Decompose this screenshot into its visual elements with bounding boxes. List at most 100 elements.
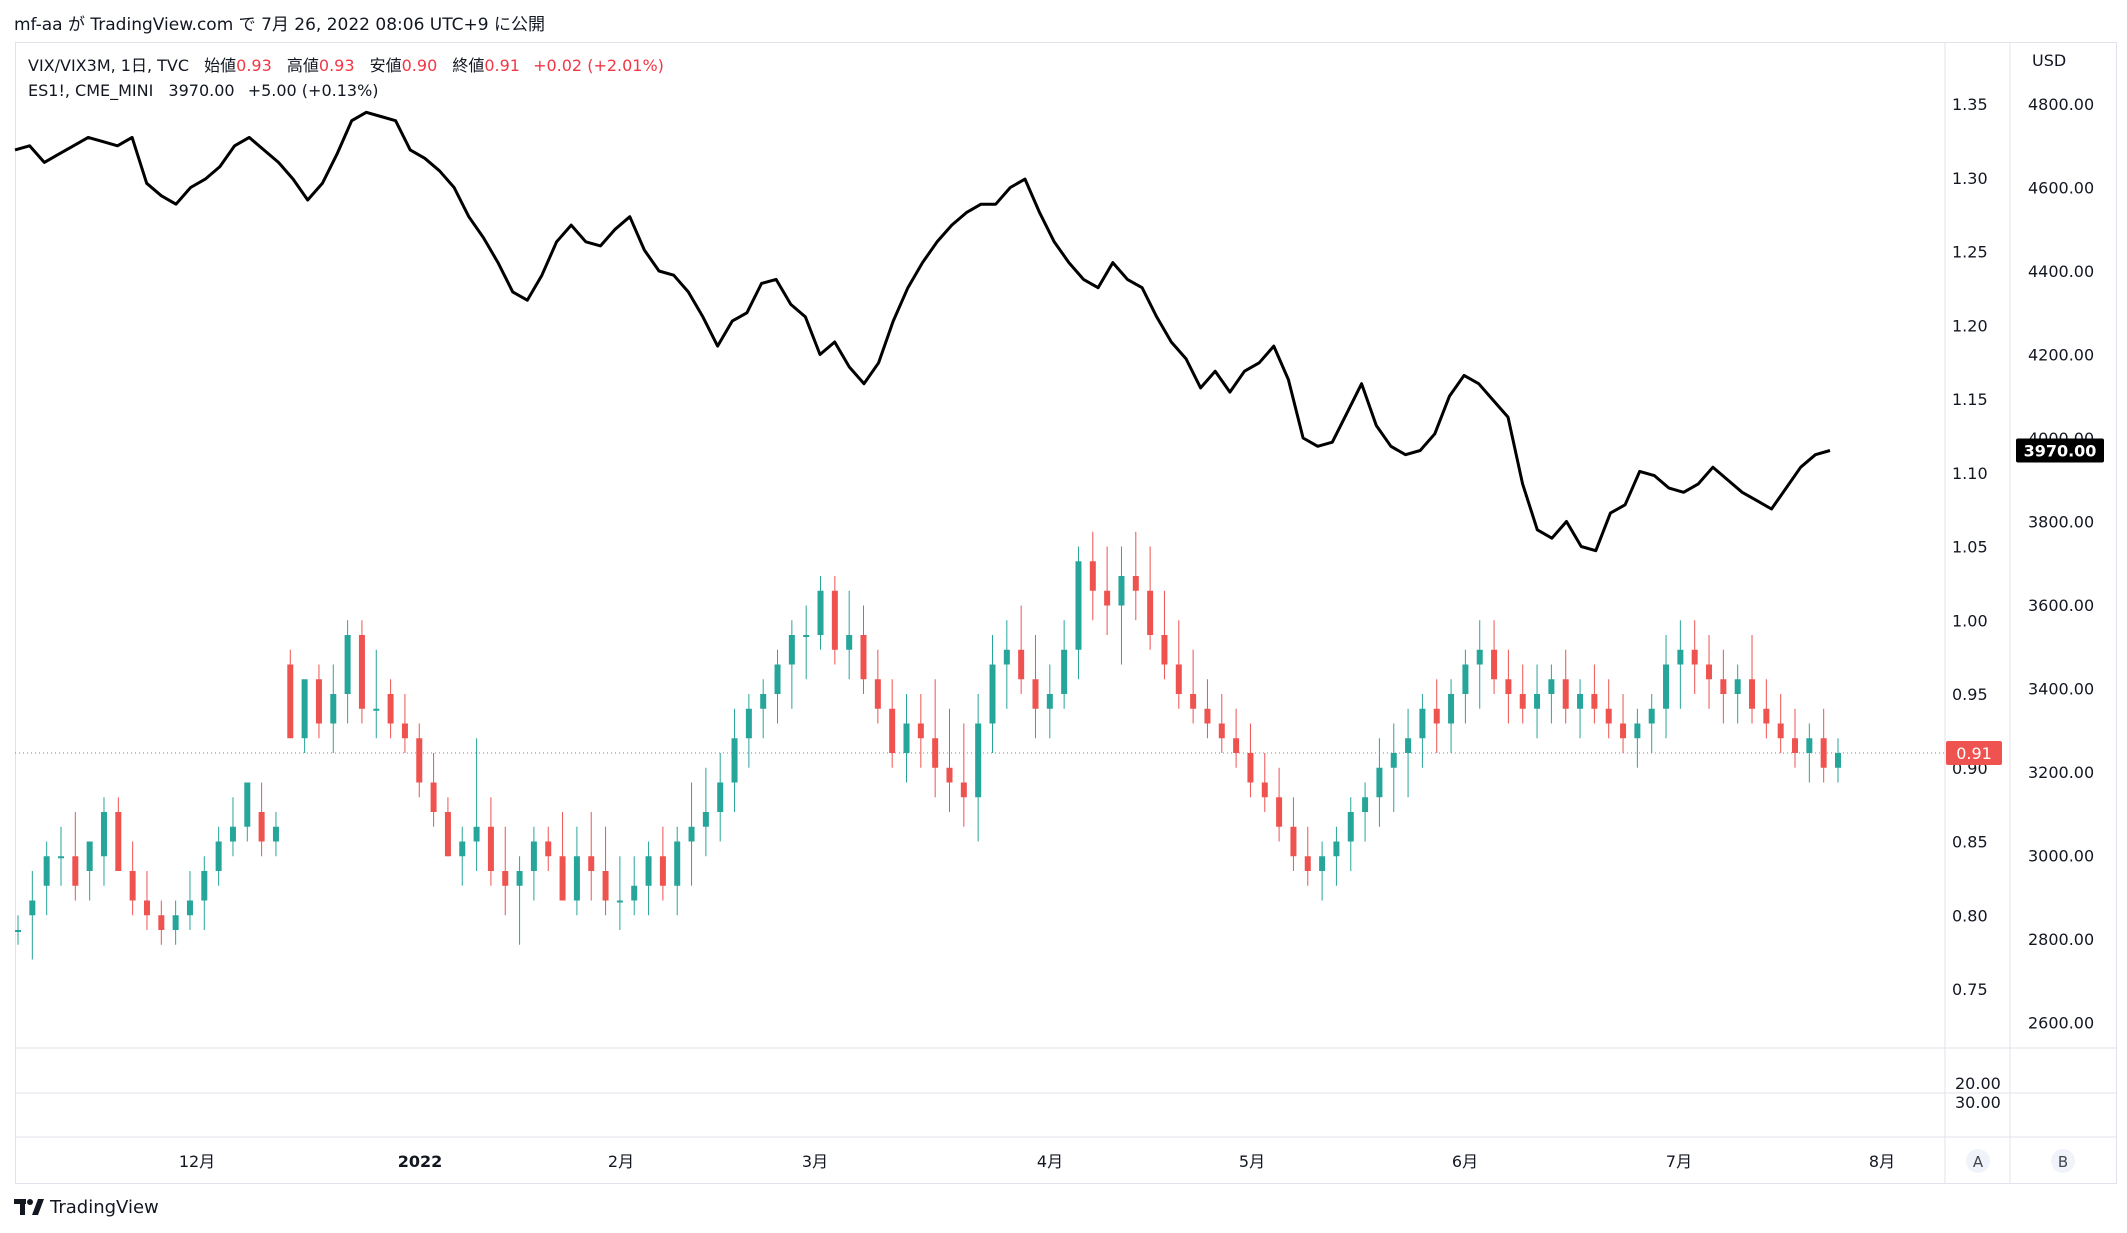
- candle-body: [1591, 694, 1598, 709]
- candle-body: [1419, 708, 1426, 739]
- lower-tick-label: 30.00: [1955, 1093, 2001, 1112]
- candle-body: [631, 885, 638, 901]
- candle-body: [1261, 782, 1268, 798]
- legend-open-label: 始値: [204, 56, 237, 75]
- candle-body: [1233, 738, 1240, 753]
- candle-body: [1734, 679, 1741, 694]
- candle-body: [1175, 664, 1182, 694]
- scale-button-a[interactable]: [1966, 1149, 1990, 1173]
- candle-body: [545, 841, 552, 857]
- candle-body: [1720, 679, 1727, 694]
- candle-body: [244, 782, 251, 827]
- es-tick-label: 4600.00: [2028, 179, 2094, 198]
- candle-body: [1491, 649, 1498, 680]
- candle-body: [1046, 694, 1053, 709]
- candle-body: [975, 723, 982, 798]
- es-tick-label: 3000.00: [2028, 847, 2094, 866]
- candle-body: [1691, 649, 1698, 665]
- time-tick-label: 7月: [1666, 1152, 1692, 1171]
- candle-body: [1462, 664, 1469, 694]
- time-tick-label: 2022: [398, 1152, 443, 1171]
- candle-body: [1548, 679, 1555, 694]
- scale-button-b[interactable]: [2051, 1149, 2075, 1173]
- candle-body: [1075, 561, 1082, 650]
- candle-body: [215, 841, 222, 871]
- candle-body: [903, 723, 910, 753]
- candle-body: [674, 841, 681, 886]
- legend-symbol-ratio[interactable]: VIX/VIX3M, 1日, TVC: [28, 56, 190, 75]
- scale-button-label: A: [1973, 1153, 1984, 1171]
- publish-header: mf-aa が TradingView.com で 7月 26, 2022 08…: [0, 0, 2127, 40]
- legend-change: +0.02 (+2.01%): [533, 56, 664, 75]
- es-tick-label: 3800.00: [2028, 513, 2094, 532]
- candle-body: [1663, 664, 1670, 709]
- candle-body: [502, 871, 509, 886]
- candle-body: [702, 812, 709, 827]
- es-tick-label: 2600.00: [2028, 1014, 2094, 1033]
- candle-body: [1835, 753, 1841, 768]
- ratio-last-tag: [1946, 741, 2002, 765]
- candle-body: [1089, 561, 1096, 591]
- time-tick-label: 5月: [1239, 1152, 1265, 1171]
- ratio-tick-label: 1.00: [1952, 611, 1988, 630]
- candle-body: [1104, 590, 1111, 606]
- candle-body: [1605, 708, 1612, 724]
- ratio-tick-label: 1.10: [1952, 464, 1988, 483]
- candle-body: [1806, 738, 1813, 753]
- es-tick-label: 4800.00: [2028, 95, 2094, 114]
- candle-body: [1634, 723, 1641, 739]
- candle-body: [401, 723, 408, 739]
- candle-body: [315, 679, 322, 724]
- candle-body: [258, 812, 265, 842]
- time-tick-label: 12月: [179, 1152, 215, 1171]
- candle-body: [473, 826, 480, 842]
- candle-body: [717, 782, 724, 812]
- ratio-tick-label: 0.80: [1952, 906, 1988, 925]
- candle-body: [745, 708, 752, 739]
- legend-low-value: 0.90: [401, 56, 438, 75]
- candle-body: [1390, 753, 1397, 768]
- candle-body: [444, 812, 451, 857]
- candle-body: [1247, 753, 1254, 783]
- currency-label: USD: [2032, 51, 2066, 70]
- candle-body: [1147, 590, 1154, 635]
- legend-row-ratio: VIX/VIX3M, 1日, TVC 始値0.93 高値0.93 安値0.90 …: [28, 53, 664, 78]
- candle-body: [1032, 679, 1039, 709]
- candle-body: [430, 782, 437, 812]
- candle-body: [1749, 679, 1756, 709]
- es-tick-label: 2800.00: [2028, 930, 2094, 949]
- candle-body: [846, 635, 853, 650]
- candle-body: [143, 900, 150, 916]
- candle-body: [860, 635, 867, 680]
- candle-body: [803, 635, 810, 637]
- legend-close-label: 終値: [452, 56, 485, 75]
- legend-symbol-es[interactable]: ES1!, CME_MINI: [28, 81, 154, 100]
- candle-body: [229, 826, 236, 842]
- ratio-tick-label: 0.75: [1952, 980, 1988, 999]
- legend-high-label: 高値: [286, 56, 319, 75]
- tradingview-logo-icon[interactable]: [14, 1197, 44, 1217]
- candle-body: [272, 826, 279, 842]
- candle-body: [344, 635, 351, 694]
- candle-body: [788, 635, 795, 665]
- footer-brand[interactable]: TradingView: [50, 1196, 159, 1218]
- candle-body: [989, 664, 996, 724]
- candle-body: [1118, 576, 1125, 606]
- candle-body: [1706, 664, 1713, 680]
- candle-body: [387, 694, 394, 724]
- candle-body: [158, 915, 165, 930]
- candle-body: [186, 900, 193, 916]
- candle-body: [1333, 841, 1340, 857]
- es-tick-label: 3400.00: [2028, 680, 2094, 699]
- candle-body: [1648, 708, 1655, 724]
- candle-body: [1577, 694, 1584, 709]
- legend-open-value: 0.93: [236, 56, 272, 75]
- legend-es-value: 3970.00: [168, 81, 235, 100]
- candle-body: [1820, 738, 1827, 768]
- candle-body: [645, 856, 652, 886]
- candle-body: [1018, 649, 1025, 680]
- candle-body: [1448, 694, 1455, 724]
- candle-body: [1132, 576, 1139, 591]
- candle-body: [330, 694, 337, 724]
